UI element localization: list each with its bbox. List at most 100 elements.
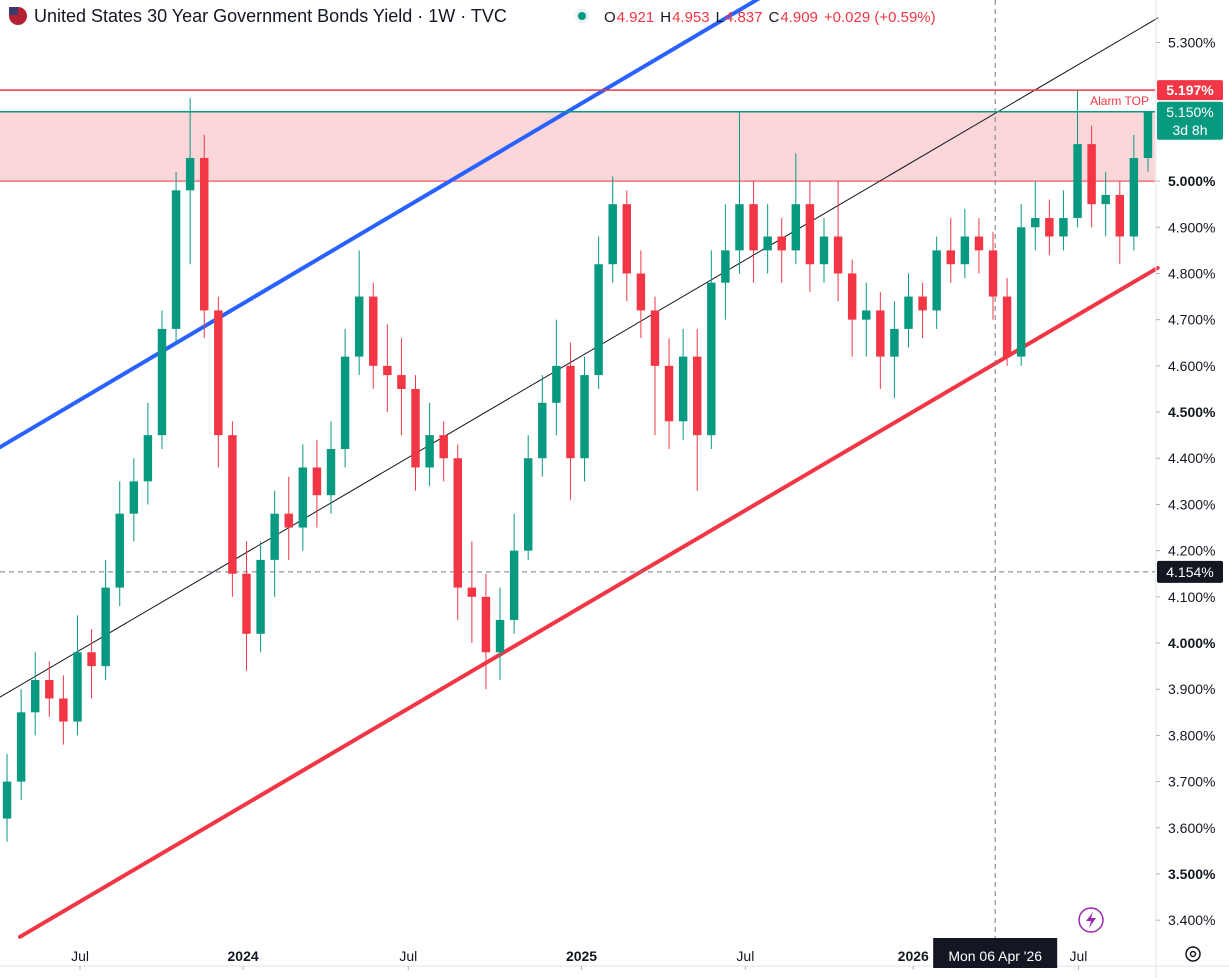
level-sublabel: 3d 8h xyxy=(1172,122,1207,138)
ohlc-label: O xyxy=(604,9,616,26)
y-tick-label: 4.900% xyxy=(1168,219,1215,235)
candle-body xyxy=(59,698,68,722)
y-tick-label: 4.700% xyxy=(1168,312,1215,328)
x-tick-label: Jul xyxy=(736,948,754,964)
y-tick-label: 4.500% xyxy=(1168,404,1216,420)
y-tick-label: 5.300% xyxy=(1168,34,1215,50)
y-tick-label: 4.000% xyxy=(1168,635,1216,651)
lightning-icon[interactable] xyxy=(1078,907,1104,933)
alert-zone xyxy=(0,111,1155,182)
crosshair-y-box xyxy=(1157,560,1223,583)
candle-body xyxy=(298,467,308,528)
flag-canton xyxy=(9,7,18,15)
candle-body xyxy=(721,250,730,283)
x-tick-label: 2025 xyxy=(566,948,597,964)
candle-body xyxy=(664,365,674,422)
candle-body xyxy=(805,204,815,265)
candle-body xyxy=(383,365,392,376)
y-tick-label: 3.800% xyxy=(1168,727,1215,743)
candle-body xyxy=(270,513,279,560)
y-tick-label: 4.400% xyxy=(1168,450,1215,466)
ohlc-label: C xyxy=(769,9,780,26)
candle-body xyxy=(171,190,181,329)
crosshair-y-label: 4.154% xyxy=(1166,564,1213,580)
candle-body xyxy=(1002,296,1012,357)
candle-body xyxy=(256,559,265,634)
candle-body xyxy=(791,204,801,251)
candle-body xyxy=(1059,218,1068,237)
y-tick-label: 4.100% xyxy=(1168,589,1215,605)
settings-icon[interactable] xyxy=(1185,946,1201,962)
candle-body xyxy=(918,296,927,311)
y-tick-label: 4.800% xyxy=(1168,265,1215,281)
candle-body xyxy=(214,310,223,436)
candle-body xyxy=(30,679,40,713)
x-tick-label: Jul xyxy=(71,948,89,964)
candle-body xyxy=(608,204,617,265)
candle-body xyxy=(819,236,829,265)
candle-body xyxy=(157,328,167,436)
y-tick-label: 3.500% xyxy=(1168,866,1216,882)
candle-body xyxy=(749,204,758,251)
candle-body xyxy=(946,250,955,265)
candle-body xyxy=(876,310,885,357)
y-tick-label: 4.300% xyxy=(1168,496,1215,512)
x-tick-label: 2026 xyxy=(898,948,929,964)
candle-body xyxy=(678,356,688,422)
candle-body xyxy=(1031,218,1040,228)
ohlc-value: 4.953 xyxy=(672,9,710,26)
candle-body xyxy=(1129,157,1139,237)
y-tick-label: 5.000% xyxy=(1168,173,1216,189)
candle-body xyxy=(101,587,110,667)
candle-body xyxy=(904,296,913,329)
candle-body xyxy=(693,356,702,436)
candle-body xyxy=(45,679,54,699)
candle-body xyxy=(425,435,434,468)
candle-body xyxy=(369,296,378,366)
candle-body xyxy=(777,236,786,251)
trend-line xyxy=(0,0,761,450)
candle-body xyxy=(594,264,603,376)
y-tick-label: 3.400% xyxy=(1168,912,1215,928)
candle-body xyxy=(200,157,209,311)
y-tick-label: 3.900% xyxy=(1168,681,1215,697)
y-tick-label: 3.600% xyxy=(1168,820,1215,836)
candle-body xyxy=(538,402,547,459)
candle-body xyxy=(890,328,899,357)
candle-body xyxy=(411,388,420,468)
x-tick-label: Jul xyxy=(1069,948,1087,964)
candle-body xyxy=(1045,218,1054,237)
axes: 3.400% 3.500% 3.600% 3.700% 3.800% 3.900% 4.00… xyxy=(71,34,1223,970)
plot-area: Alarm TOP xyxy=(0,0,1160,965)
candle-body xyxy=(833,236,843,274)
candle-body xyxy=(763,236,772,251)
candle-body xyxy=(650,310,660,366)
candle-body xyxy=(326,449,336,496)
candle-body xyxy=(481,596,491,653)
candle-body xyxy=(735,204,744,251)
candle-body xyxy=(1143,111,1153,158)
candle-body xyxy=(73,652,82,722)
candle-body xyxy=(523,458,533,551)
candle-body xyxy=(143,435,153,482)
candle-body xyxy=(862,310,871,320)
ohlc-label: L xyxy=(716,9,724,26)
y-tick-label: 4.200% xyxy=(1168,543,1215,559)
candle-body xyxy=(129,481,139,514)
candle-body xyxy=(622,204,632,274)
candle-body xyxy=(312,467,322,496)
candle-body xyxy=(960,236,970,265)
change-value: +0.029 (+0.59%) xyxy=(824,9,936,26)
candle-body xyxy=(284,513,293,528)
candle-body xyxy=(16,712,26,782)
candle-body xyxy=(397,375,406,389)
candle-body xyxy=(185,157,195,191)
crosshair-x-label: Mon 06 Apr '26 xyxy=(948,948,1042,964)
candle-body xyxy=(87,652,96,667)
candle-body xyxy=(988,250,998,297)
candle-body xyxy=(115,513,124,588)
chart-title[interactable]: United States 30 Year Government Bonds Y… xyxy=(34,6,507,26)
candle-body xyxy=(847,273,857,320)
status-dot xyxy=(578,12,586,20)
